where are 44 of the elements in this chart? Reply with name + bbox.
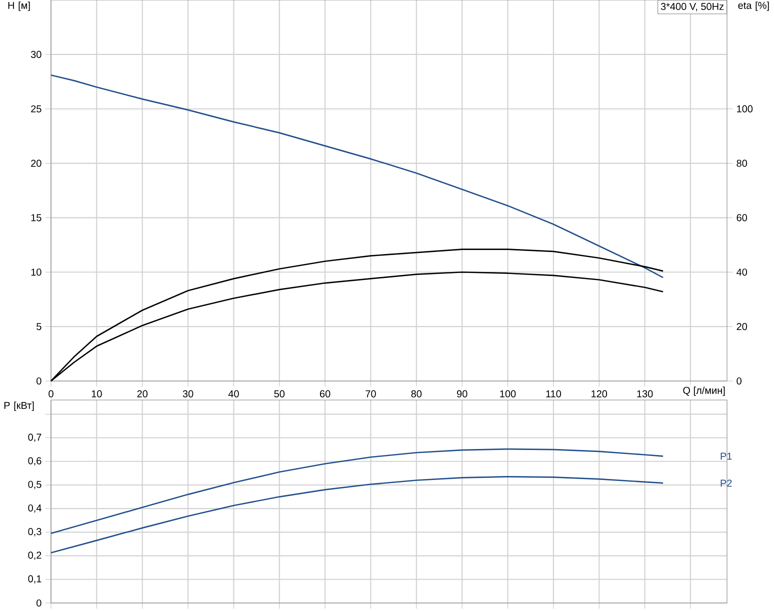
text: P2 [720,480,732,487]
y2-tick-label: 0 [736,377,742,385]
y-tick-label: 20 [31,160,42,167]
y-tick-label: 10 [31,268,42,276]
x-tick-label: 20 [137,390,148,398]
y2-tick-label: 20 [736,323,748,330]
y2-tick-label: 60 [736,214,748,222]
y-tick-label: 0 [36,377,42,385]
y2-tick-label: 80 [736,160,748,167]
x-tick-label: 110 [546,390,562,398]
y-tick-label: 25 [31,105,42,112]
y-tick-label: 0,4 [28,504,42,513]
x-tick-label: 130 [637,390,653,398]
y-tick-label: 30 [30,50,42,58]
y2-tick-label: 100 [737,105,753,112]
x-tick-label: 10 [92,390,102,398]
x-tick-label: 120 [592,390,608,398]
y-tick-label: 0,5 [28,480,42,490]
y-axis-title: P [кВт] [4,402,34,411]
y-axis-title: H [м] [8,2,30,11]
text: P1 [720,452,732,460]
y-tick-label: 15 [31,214,42,222]
y-tick-label: 0,3 [28,528,42,536]
line-series [50,448,664,534]
y-tick-label: 0 [36,599,42,607]
y2-tick-label: 40 [736,268,748,276]
x-tick-label: 50 [274,390,285,398]
x-tick-label: 60 [320,390,330,398]
x-tick-label: 70 [366,390,376,398]
x-tick-label: 100 [500,390,516,398]
x-tick-label: 80 [411,390,422,398]
y-tick-label: 5 [36,323,42,330]
y-tick-label: 0,1 [28,575,42,584]
y-tick-label: 0,2 [28,552,42,560]
x-tick-label: 90 [456,390,468,398]
x-tick-label: 0 [48,390,54,398]
y2-axis-title: eta [%] [738,2,769,11]
x-axis-title: Q [л/мин] [683,386,725,396]
x-tick-label: 40 [228,390,239,398]
y-tick-label: 0,6 [28,457,42,466]
x-tick-label: 30 [182,390,194,398]
y-tick-label: 0,7 [28,434,42,442]
line-series [50,476,664,554]
annotation: 3*400 V, 50Hz [660,2,724,12]
